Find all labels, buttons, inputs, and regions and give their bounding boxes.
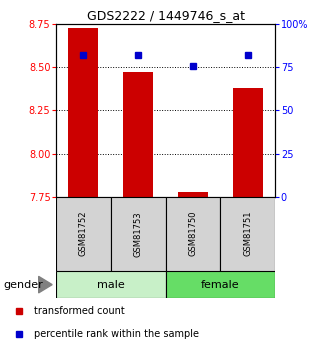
Text: GSM81751: GSM81751: [243, 211, 252, 256]
Text: gender: gender: [3, 280, 43, 289]
Bar: [166, 271, 275, 298]
Text: GSM81750: GSM81750: [188, 211, 197, 256]
Title: GDS2222 / 1449746_s_at: GDS2222 / 1449746_s_at: [87, 9, 244, 22]
Text: GSM81752: GSM81752: [79, 211, 88, 256]
Text: female: female: [201, 280, 240, 289]
Bar: [166, 197, 220, 271]
Bar: [68, 28, 99, 197]
Text: transformed count: transformed count: [34, 306, 125, 316]
Bar: [111, 197, 166, 271]
Text: GSM81753: GSM81753: [134, 211, 143, 257]
Polygon shape: [38, 276, 52, 293]
Text: male: male: [97, 280, 125, 289]
Bar: [178, 192, 208, 197]
Bar: [233, 88, 263, 197]
Bar: [56, 271, 166, 298]
Bar: [56, 197, 111, 271]
Text: percentile rank within the sample: percentile rank within the sample: [34, 329, 199, 339]
Bar: [123, 72, 153, 197]
Bar: [220, 197, 275, 271]
